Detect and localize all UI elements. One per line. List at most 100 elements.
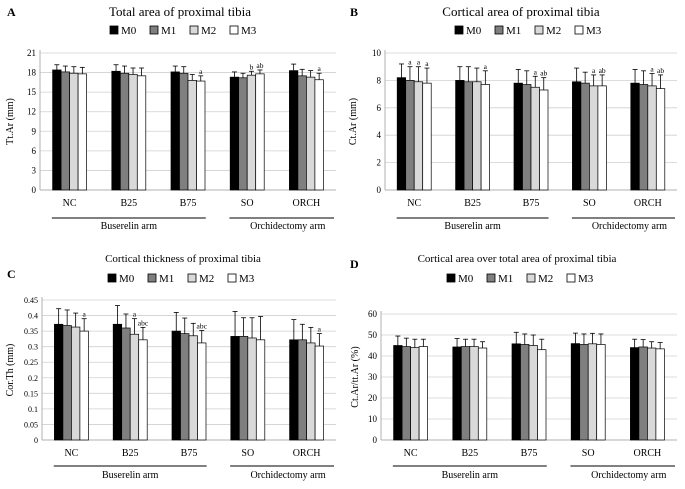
bar-m1-nc xyxy=(401,346,411,441)
bar-m0-b75 xyxy=(513,82,523,191)
significance-label: a xyxy=(425,59,429,68)
bar-m0-b75 xyxy=(511,343,521,441)
legend-swatch-m0 xyxy=(109,25,119,35)
x-tick-label: B25 xyxy=(122,448,139,459)
x-tick-label: B75 xyxy=(180,198,197,209)
bar-m1-so xyxy=(579,344,589,441)
bar-m0-nc xyxy=(393,345,403,441)
y-tick-label: 0.3 xyxy=(28,343,38,352)
x-tick-label: SO xyxy=(583,198,596,209)
x-tick-label: NC xyxy=(407,198,421,209)
significance-label: ab xyxy=(599,66,606,75)
bar-m3-so xyxy=(255,339,266,441)
bar-m1-orch xyxy=(638,346,648,441)
x-tick-label: NC xyxy=(64,448,78,459)
panel-letter: C xyxy=(7,267,16,281)
legend-label-m1: M1 xyxy=(159,273,174,285)
legend-swatch-m2 xyxy=(534,25,544,35)
bar-m0-b25 xyxy=(111,70,121,191)
y-tick-label: 0.25 xyxy=(24,358,38,367)
legend-label-m3: M3 xyxy=(586,25,602,37)
legend-label-m3: M3 xyxy=(578,273,594,285)
legend-label-m2: M2 xyxy=(199,273,214,285)
y-tick-label: 21 xyxy=(27,48,36,58)
x-tick-label: ORCH xyxy=(293,448,321,459)
bar-m2-so xyxy=(246,74,257,191)
bar-m0-nc xyxy=(54,323,64,441)
bar-m3-b75 xyxy=(537,349,547,441)
legend-label-m1: M1 xyxy=(161,25,176,37)
bar-m0-orch xyxy=(289,339,299,441)
y-tick-label: 4 xyxy=(377,130,382,140)
bar-m2-so xyxy=(247,337,257,441)
bar-m1-b25 xyxy=(463,81,473,191)
panel-D: D Cortical area over total area of proxim… xyxy=(350,253,677,481)
significance-label: a xyxy=(199,67,203,76)
bar-m2-b75 xyxy=(528,345,538,441)
y-axis-label: Cor.Th (mm) xyxy=(5,344,16,397)
bar-m3-so xyxy=(255,73,265,191)
x-tick-label: B25 xyxy=(120,198,137,209)
bar-m0-nc xyxy=(52,69,62,191)
legend-swatch-m1 xyxy=(149,25,159,35)
y-tick-label: 2 xyxy=(377,158,382,168)
significance-label: abc xyxy=(197,321,208,330)
bar-m1-nc xyxy=(405,80,415,191)
panel-B: B Cortical area of proximal tibia M0 M1 M2 M3… xyxy=(348,4,677,232)
legend-label-m3: M3 xyxy=(239,273,255,285)
bar-m2-so xyxy=(587,343,598,441)
y-tick-label: 9 xyxy=(32,126,37,136)
significance-label: a xyxy=(408,58,412,67)
y-tick-label: 8 xyxy=(377,75,382,85)
y-tick-label: 15 xyxy=(27,87,37,97)
x-tick-label: B25 xyxy=(464,198,481,209)
significance-label: ab xyxy=(256,61,263,70)
legend-swatch-m0 xyxy=(454,25,464,35)
significance-label: a xyxy=(317,64,321,73)
bar-m3-orch xyxy=(314,79,324,191)
bar-m2-orch xyxy=(306,342,316,441)
y-tick-label: 18 xyxy=(27,68,37,78)
legend: M0 M1 M2 M3 xyxy=(454,25,602,37)
bar-m0-b75 xyxy=(171,330,181,441)
legend-swatch-m0 xyxy=(446,273,456,283)
group-label-orchidectomy: Orchidectomy arm xyxy=(250,221,325,232)
bar-m3-b75 xyxy=(197,342,207,441)
legend-swatch-m3 xyxy=(227,273,237,283)
bar-m2-b25 xyxy=(469,346,479,441)
legend-label-m2: M2 xyxy=(538,273,553,285)
legend-swatch-m1 xyxy=(486,273,496,283)
bar-m3-so xyxy=(596,344,606,441)
bar-m2-orch xyxy=(306,76,316,191)
panel-A: A Total area of proximal tibia M0 M1 M2 M3 0 3 6… xyxy=(5,4,336,232)
significance-label: a xyxy=(417,58,421,67)
bar-m1-orch xyxy=(638,84,649,191)
legend: M0 M1 M2 M3 xyxy=(109,25,257,37)
y-tick-label: 50 xyxy=(368,330,378,340)
panel-letter: B xyxy=(350,5,358,19)
legend-label-m0: M0 xyxy=(466,25,482,37)
significance-label: a xyxy=(318,325,322,334)
significance-label: ab xyxy=(540,69,547,78)
bar-m3-orch xyxy=(314,345,324,441)
significance-label: a xyxy=(133,310,137,319)
bar-m1-b75 xyxy=(180,333,190,441)
bar-m0-b25 xyxy=(112,323,123,441)
x-tick-label: NC xyxy=(63,198,77,209)
legend-swatch-m2 xyxy=(526,273,536,283)
y-tick-label: 0.2 xyxy=(28,374,38,383)
y-tick-label: 10 xyxy=(368,414,378,424)
group-label-buserelin: Buserelin arm xyxy=(442,470,499,481)
y-tick-label: 20 xyxy=(368,393,378,403)
legend-swatch-m3 xyxy=(574,25,584,35)
bar-m2-b25 xyxy=(472,81,482,191)
bar-m3-b25 xyxy=(136,75,147,191)
chart-title: Cortical area of proximal tibia xyxy=(442,4,600,19)
significance-label: ab xyxy=(657,66,664,75)
y-tick-label: 6 xyxy=(32,146,37,156)
significance-label: b xyxy=(250,62,254,71)
bar-m1-b25 xyxy=(460,346,471,441)
bar-m1-so xyxy=(238,77,248,191)
